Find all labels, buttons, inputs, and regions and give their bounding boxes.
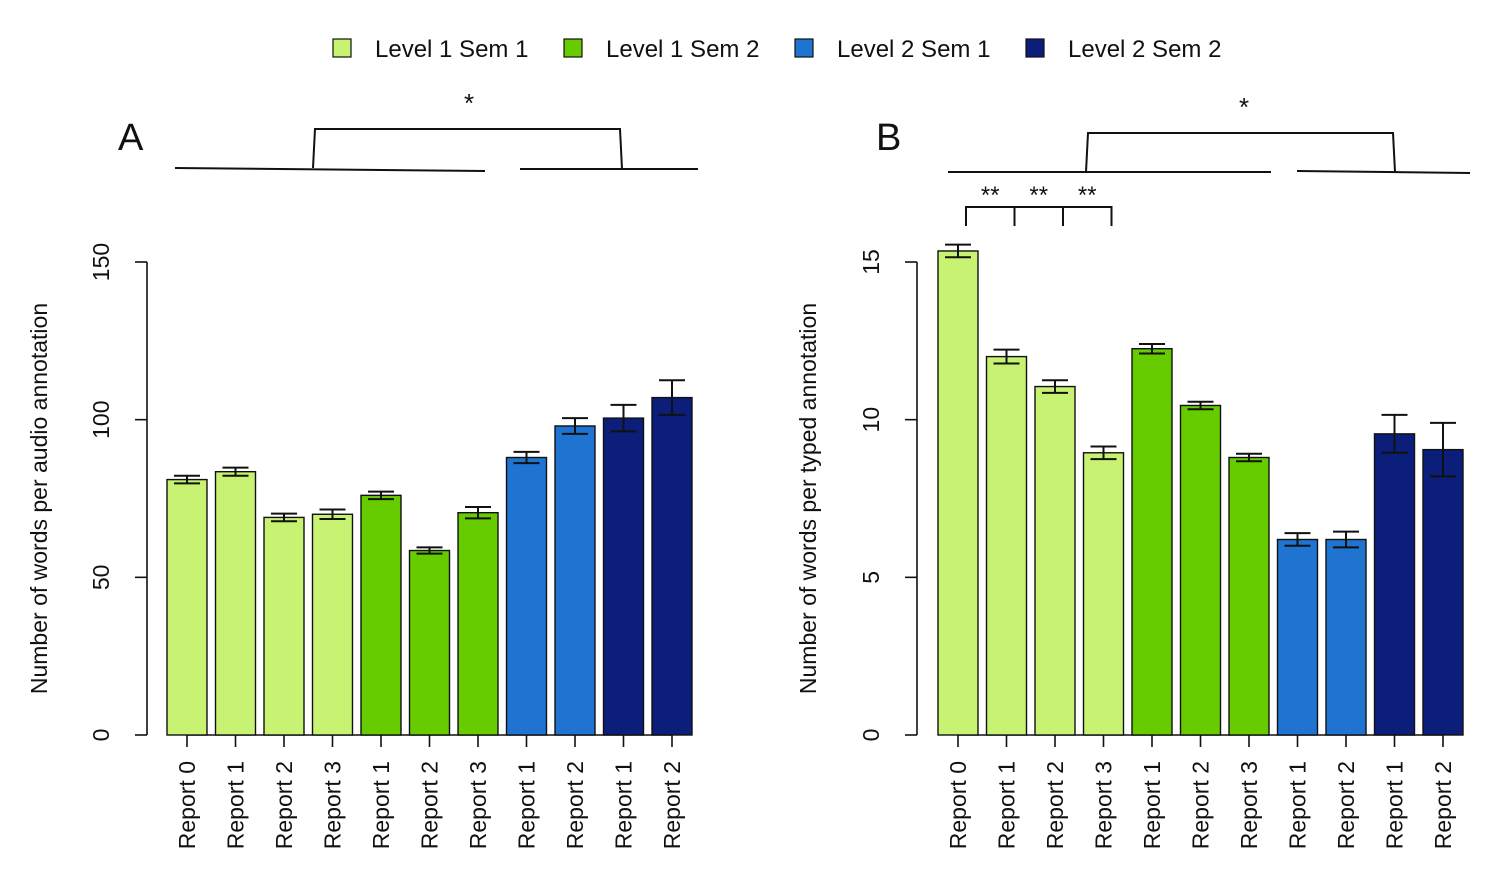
x-tick-label: Report 2 [1430,761,1456,849]
x-tick-label: Report 3 [320,761,346,849]
bar [311,513,354,736]
legend-label: Level 1 Sem 2 [606,36,759,63]
bar [505,456,548,736]
significance-annotations-b: *** ** ** [948,92,1471,226]
panel-label-b: B [876,117,901,159]
x-tick-label: Report 2 [417,761,443,849]
significance-marker: ** [1029,182,1048,209]
legend: Level 1 Sem 1 Level 1 Sem 2 Level 2 Sem 1 L… [332,36,1221,63]
group-line-semester-2 [1296,170,1471,174]
y-tick-label: 10 [858,407,884,433]
legend-label: Level 1 Sem 1 [375,36,528,63]
y-tick-label: 15 [858,249,884,275]
legend-label: Level 2 Sem 1 [837,36,990,63]
x-tick-label: Report 1 [223,761,249,849]
x-tick-label: Report 3 [1091,761,1117,849]
x-tick-label: Report 2 [562,761,588,849]
significance-bracket-small [965,206,1016,226]
legend-label: Level 2 Sem 2 [1068,36,1221,63]
bar [1276,538,1319,736]
x-tick-label: Report 2 [659,761,685,849]
significance-annotations-a: * [174,88,698,172]
legend-swatch [563,38,583,58]
bar [1034,385,1076,736]
bar [360,494,402,736]
bar [214,470,257,736]
x-tick-label: Report 2 [1333,761,1359,849]
x-tick-label: Report 1 [514,761,540,849]
bar [937,250,979,736]
x-tick-label: Report 2 [271,761,297,849]
group-line-semester-1 [174,167,486,172]
panel-label-a: A [118,117,144,159]
x-tick-label: Report 1 [1285,761,1311,849]
y-tick-label: 150 [88,243,114,281]
bar [554,425,596,736]
bar [1325,538,1367,736]
y-tick-label: 5 [858,571,884,584]
x-tick-label: Report 1 [1382,761,1408,849]
chart-panel-a: 0 50 100 150 Number of words per audio annot… [26,243,693,849]
bar [1179,404,1222,736]
bar [166,478,208,736]
significance-marker: * [1239,92,1249,122]
y-tick-label: 0 [88,729,114,742]
y-tick-label: 50 [88,565,114,591]
y-tick-label: 0 [858,729,884,742]
bar [1131,348,1173,736]
x-tick-label: Report 3 [1236,761,1262,849]
bar [1422,448,1464,736]
x-tick-label: Report 3 [465,761,491,849]
x-tick-label: Report 0 [945,761,971,849]
x-tick-label: Report 1 [611,761,637,849]
significance-marker: ** [1078,182,1097,209]
bar [1228,456,1270,736]
x-tick-label: Report 1 [1139,761,1165,849]
bar [985,355,1028,736]
significance-bracket [312,128,623,170]
chart-panel-b: 0 5 10 15 Number of words per typed annotati… [795,243,1464,849]
x-tick-label: Report 1 [368,761,394,849]
bar [408,549,451,736]
bar [651,396,693,736]
x-tick-label: Report 2 [1188,761,1214,849]
significance-bracket [1085,132,1396,173]
y-axis-label: Number of words per typed annotation [795,303,821,694]
y-axis-label: Number of words per audio annotation [26,303,52,694]
legend-swatch [332,38,352,58]
significance-marker: * [464,88,474,118]
legend-swatch [794,38,814,58]
bar [457,511,499,736]
bar [263,516,305,736]
legend-swatch [1025,38,1045,58]
significance-bracket-small [1062,206,1113,226]
significance-bracket-small [1013,206,1064,226]
bar [1373,433,1416,736]
significance-marker: ** [981,182,1000,209]
x-tick-label: Report 2 [1042,761,1068,849]
bar [602,417,645,736]
x-tick-label: Report 1 [994,761,1020,849]
bar [1082,452,1125,736]
y-tick-label: 100 [88,400,114,438]
x-tick-label: Report 0 [174,761,200,849]
